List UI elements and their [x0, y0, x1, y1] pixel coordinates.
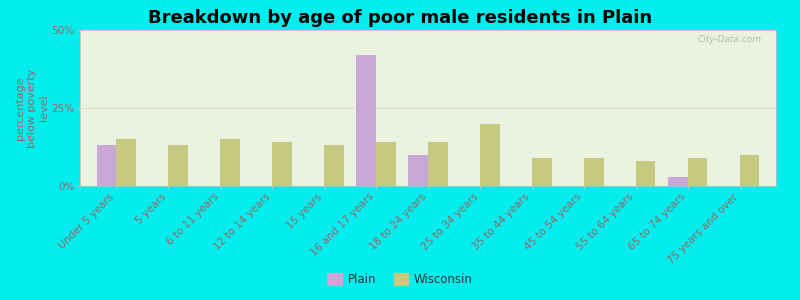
Text: City-Data.com: City-Data.com: [698, 35, 762, 44]
Bar: [740, 155, 759, 186]
Bar: [408, 155, 428, 186]
Bar: [688, 158, 707, 186]
Bar: [532, 158, 552, 186]
Bar: [376, 142, 396, 186]
Bar: [480, 124, 500, 186]
Bar: [356, 55, 376, 186]
Bar: [168, 146, 188, 186]
Bar: [220, 139, 240, 186]
Legend: Plain, Wisconsin: Plain, Wisconsin: [322, 268, 478, 291]
Bar: [668, 177, 688, 186]
Bar: [324, 146, 344, 186]
Text: Breakdown by age of poor male residents in Plain: Breakdown by age of poor male residents …: [148, 9, 652, 27]
Bar: [636, 161, 655, 186]
Bar: [116, 139, 136, 186]
Bar: [428, 142, 448, 186]
Y-axis label: percentage
below poverty
level: percentage below poverty level: [15, 68, 49, 148]
Bar: [97, 146, 116, 186]
Bar: [584, 158, 603, 186]
Bar: [272, 142, 292, 186]
